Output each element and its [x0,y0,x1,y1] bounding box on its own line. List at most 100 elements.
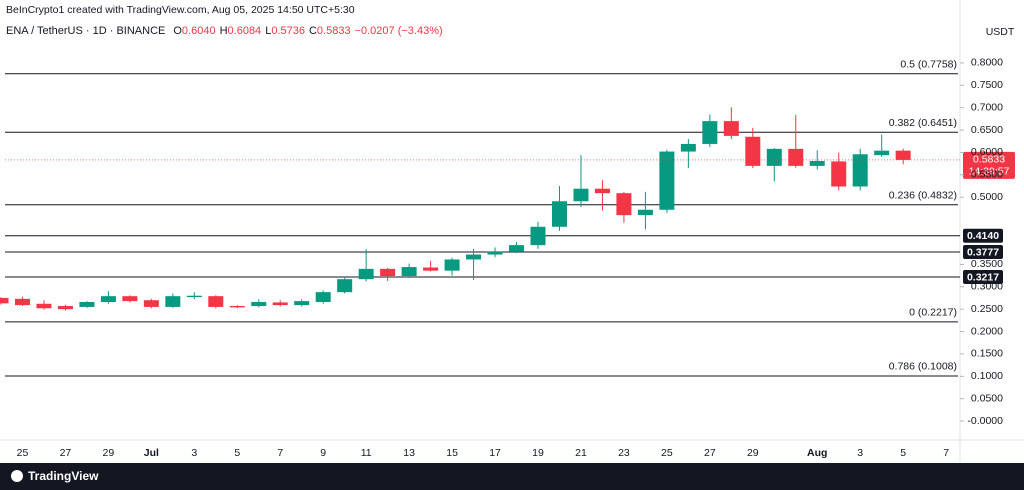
fib-label: 0.382 (0.6451) [889,117,957,129]
candle-body [745,136,761,166]
x-tick-label: 25 [17,447,29,459]
plot-area [0,73,960,377]
candle-body [100,296,116,302]
x-tick-label: 27 [704,447,716,459]
x-tick-label: 21 [575,447,587,459]
footer-logo [11,470,23,482]
price-line-label: 0.4140 [967,230,999,242]
candle-body [874,150,890,156]
x-tick-label: 11 [361,447,372,459]
candle-body [122,296,138,302]
candle-body [165,296,181,307]
ohlc-key: O [173,25,182,37]
candle-body [294,301,310,306]
candle-body [723,121,739,136]
ohlc-value: 0.6040 [182,25,216,37]
y-tick-label: 0.8000 [971,57,1003,69]
x-tick-label: 25 [661,447,673,459]
candle-body [337,279,353,293]
y-tick-label: -0.0000 [967,415,1003,427]
candle-body [788,148,804,166]
candle-body [380,268,396,277]
fib-label: 0.786 (0.1008) [889,361,957,373]
candle-body [208,296,224,307]
x-tick-label: 15 [446,447,458,459]
candle-body [79,301,95,307]
ohlc-key: C [309,25,317,37]
candle-body [895,150,911,160]
candle-body [401,267,417,277]
x-tick-label: 27 [60,447,72,459]
last-price-label: 0.5833 [973,154,1005,166]
currency: USDT [986,26,1015,38]
candle-body [487,251,503,255]
ohlc-key: L [265,25,271,37]
candle-body [831,161,847,187]
price-line-tag [963,244,1003,259]
x-tick-label: 19 [532,447,544,459]
fib-label: 0.5 (0.7758) [900,59,957,71]
ohlc-value: −0.0207 (−3.43%) [355,25,443,37]
x-tick-label: 13 [403,447,415,459]
y-tick-label: 0.3500 [971,258,1003,270]
ohlc-key: H [220,25,228,37]
fib-label: 0 (0.2217) [909,307,957,319]
overlay: 0.5 (0.7758) 0.382 (0.6451) 0.236 (0.4832)… [889,59,1015,373]
candle-body [251,301,267,307]
price-line-tag [963,270,1003,285]
x-tick-label: 5 [234,447,240,459]
candle-body [809,160,825,166]
ohlc-value: 0.5833 [317,25,351,37]
candle-body [573,188,589,202]
candle-body [852,154,868,187]
candle-body [659,151,675,210]
y-tick-label: 0.3000 [971,281,1003,293]
y-tick-label: 0.1000 [971,370,1003,382]
candle-body [423,267,439,271]
x-tick-label: 9 [320,447,326,459]
candle-body [702,121,718,144]
x-tick-label: 17 [489,447,501,459]
candle-body [36,303,52,309]
candle-body [57,306,73,310]
candle-body [637,209,653,216]
price-line-label: 0.3777 [967,246,999,258]
x-tick-label: 7 [277,447,283,459]
candle-body [616,193,632,216]
last-price-tag [963,151,1015,179]
candle-body [186,295,202,298]
candle-body [594,188,610,194]
y-tick-label: 0.5000 [971,191,1003,203]
x-tick-label: 7 [943,447,949,459]
countdown: 14:39:57 [969,166,1010,178]
x-tick-label: Jul [144,447,159,459]
candle-body [143,300,159,307]
candle-body [466,254,482,260]
ohlc-value: 0.6084 [228,25,262,37]
x-tick-label: 29 [747,447,759,459]
price-line-tag [963,228,1003,243]
price-line-label: 0.3217 [967,271,999,283]
y-tick-label: 0.0500 [971,392,1003,404]
candle-body [0,297,9,304]
y-tick-label: 0.5500 [971,169,1003,181]
x-tick-label: 3 [857,447,863,459]
y-tick-label: 0.7500 [971,79,1003,91]
candle-body [315,292,331,302]
y-tick-label: 0.6000 [971,146,1003,158]
candle-body [551,201,567,227]
x-tick-label: 29 [103,447,115,459]
candle-body [358,268,374,280]
x-tick-label: 23 [618,447,630,459]
watermark: BeInCrypto1 created with TradingView.com… [6,4,355,16]
candle-body [530,226,546,246]
ohlc-value: 0.5736 [271,25,305,37]
y-tick-label: 0.2500 [971,303,1003,315]
candle-body [509,245,525,252]
x-tick-label: 3 [191,447,197,459]
x-tick-label: 5 [900,447,906,459]
y-tick-label: 0.6500 [971,124,1003,136]
candle-body [229,306,245,308]
